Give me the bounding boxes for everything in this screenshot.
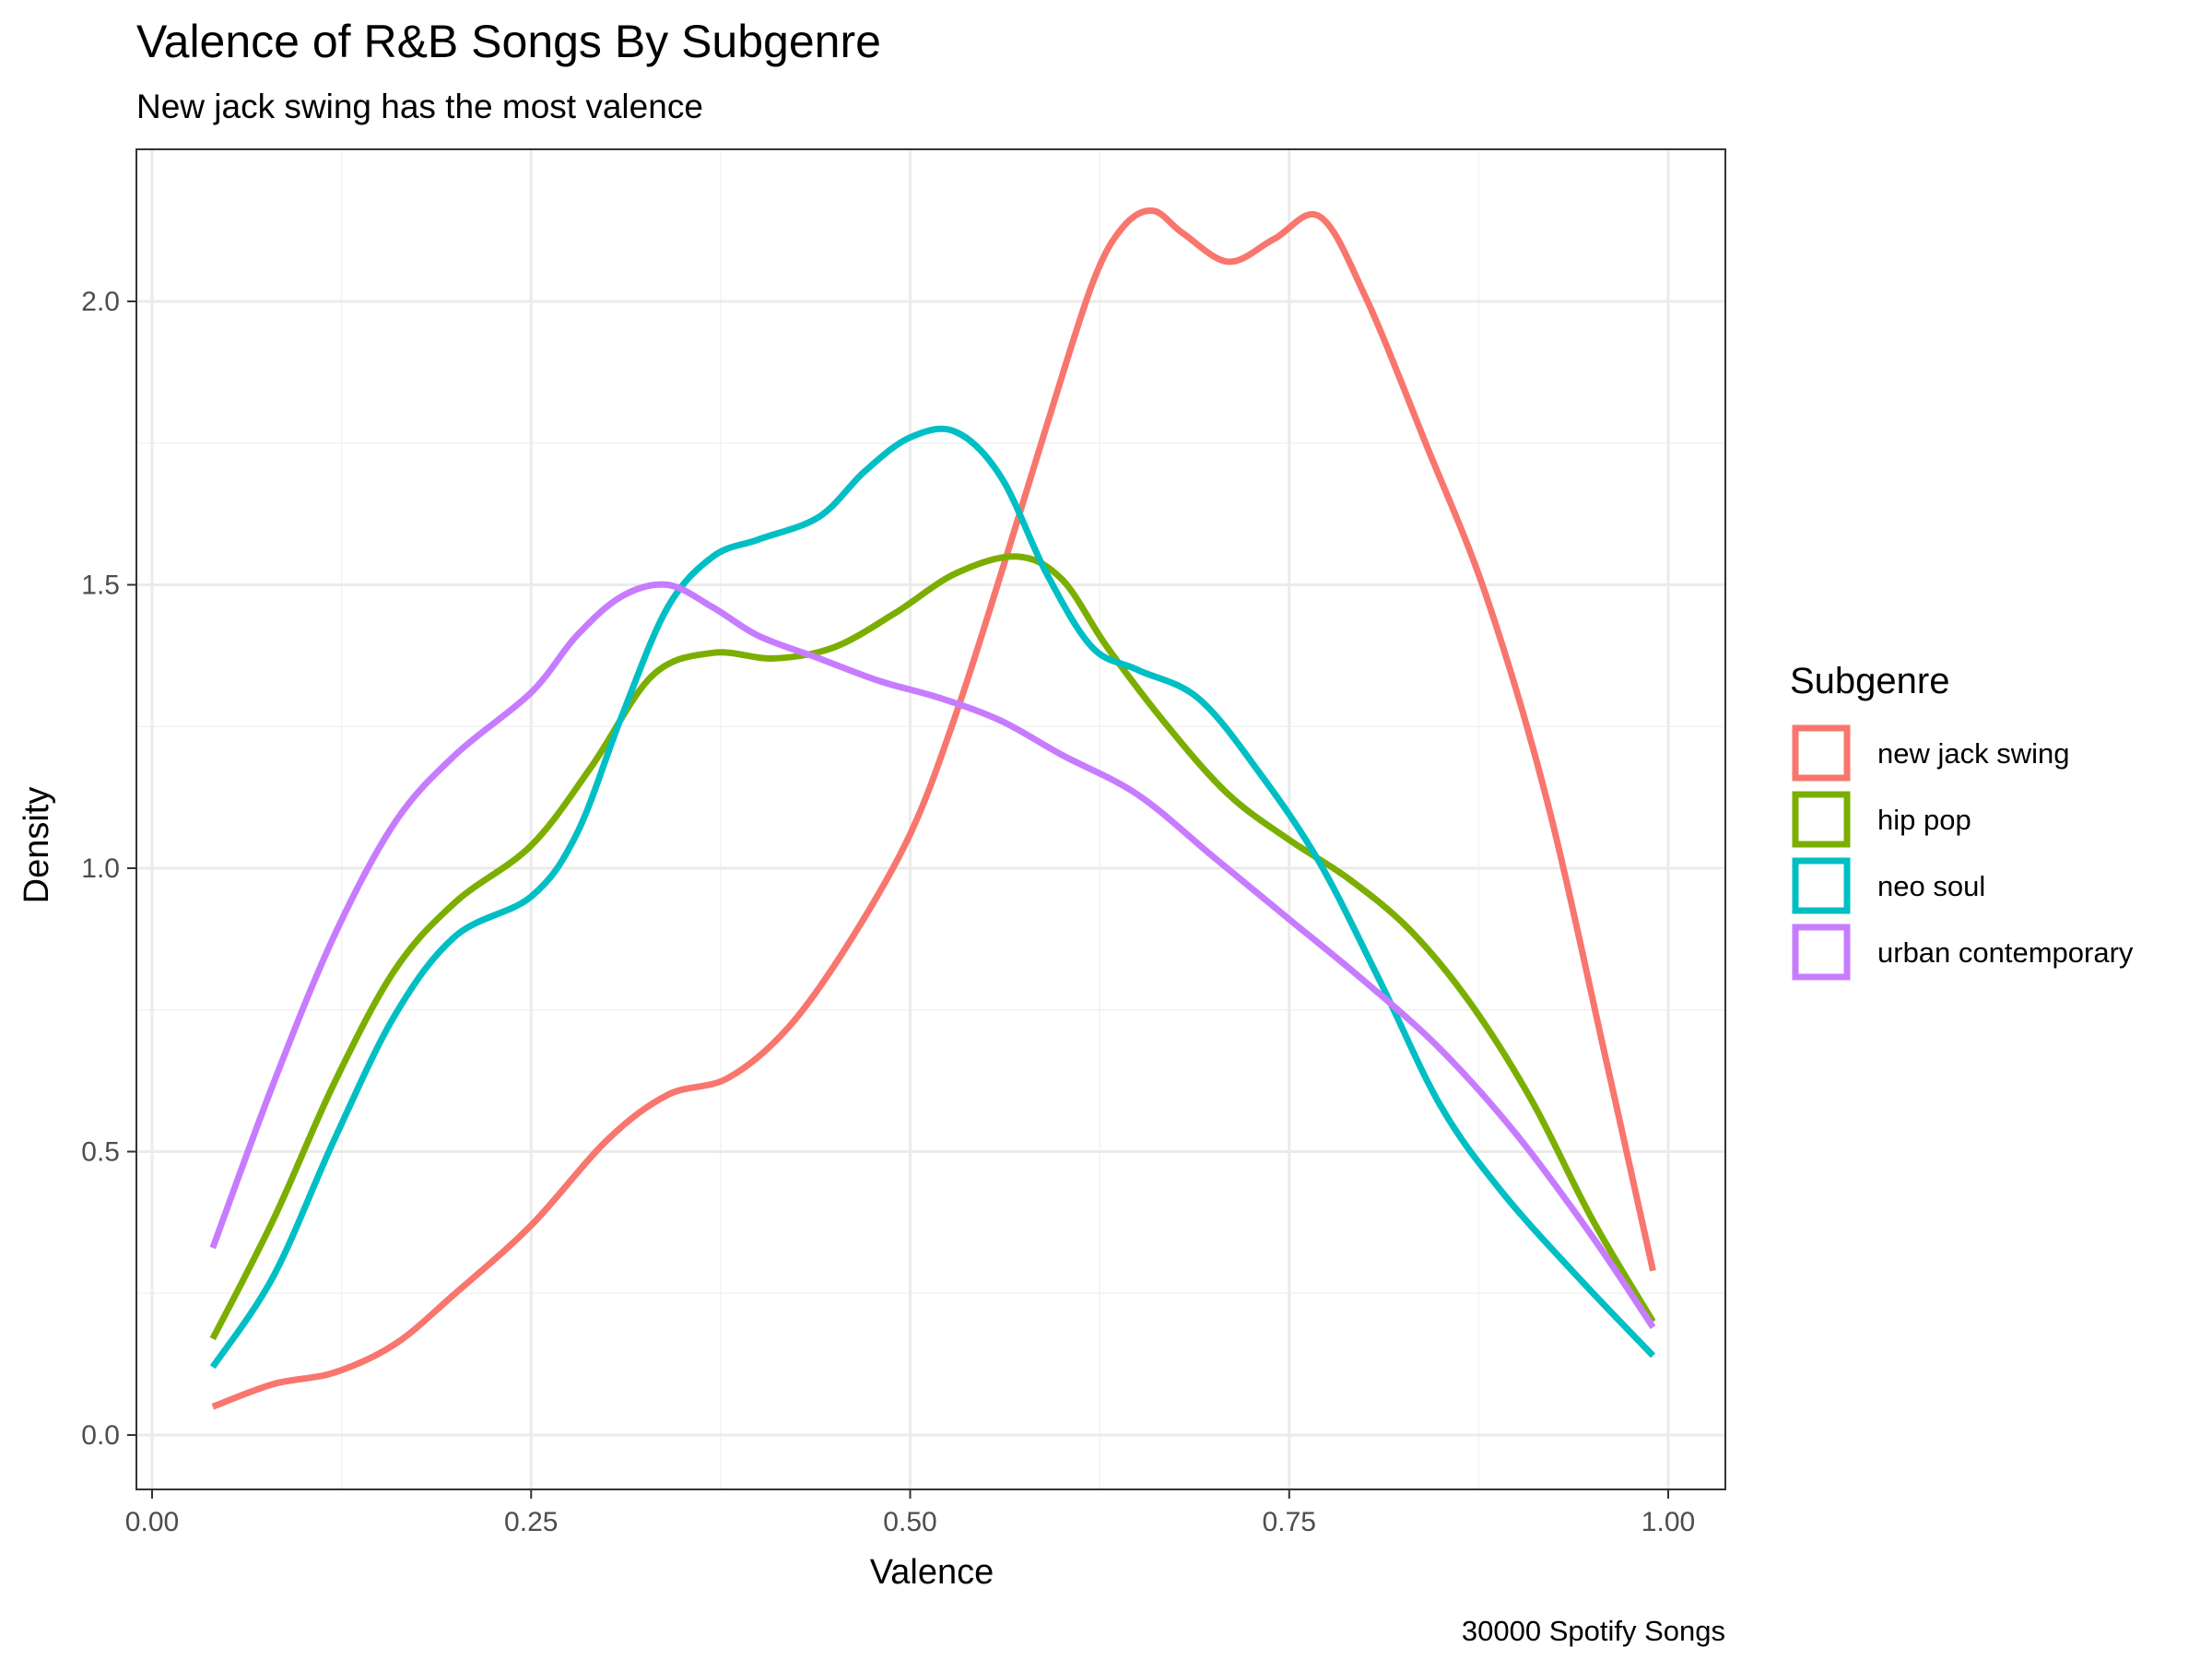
y-tick-label: 1.0 (81, 853, 120, 884)
legend-key-urban-contemporary (1792, 924, 1851, 981)
series-lines (209, 207, 1656, 1410)
legend-key-neo-soul (1792, 857, 1851, 914)
x-tick-label: 0.25 (504, 1507, 558, 1537)
y-tick-label: 0.5 (81, 1137, 120, 1168)
legend-label-urban-contemporary: urban contemporary (1877, 936, 2134, 969)
legend-label-new-jack-swing: new jack swing (1877, 737, 2069, 770)
panel-border (135, 148, 1726, 1490)
grid (136, 149, 1725, 1489)
axis-ticks: 0.00 0.25 0.50 0.75 1.00 0.0 0.5 1.0 1.5 2.0 (81, 287, 1695, 1537)
legend-label-hip-pop: hip pop (1877, 804, 1971, 836)
y-tick-label: 1.5 (81, 571, 120, 601)
chart-caption: 30000 Spotify Songs (1462, 1615, 1725, 1647)
x-tick-label: 0.75 (1263, 1507, 1316, 1537)
series-line-new-jack-swing (211, 207, 1656, 1410)
chart-subtitle: New jack swing has the most valence (136, 88, 703, 125)
y-tick-label: 2.0 (81, 287, 120, 317)
y-axis-title: Density (18, 787, 56, 904)
legend-key-hip-pop (1792, 791, 1851, 848)
x-tick-label: 0.00 (125, 1507, 179, 1537)
legend: Subgenre new jack swing hip pop neo soul ur… (1790, 661, 2134, 981)
series-line-neo-soul (209, 425, 1656, 1370)
legend-title: Subgenre (1790, 661, 1949, 701)
legend-key-new-jack-swing (1792, 724, 1851, 782)
x-axis-title: Valence (870, 1553, 994, 1592)
x-tick-label: 0.50 (883, 1507, 936, 1537)
series-line-hip-pop (209, 553, 1656, 1341)
chart-title: Valence of R&B Songs By Subgenre (136, 16, 881, 67)
y-tick-label: 0.0 (81, 1420, 120, 1451)
x-tick-label: 1.00 (1641, 1507, 1695, 1537)
series-line-urban-contemporary (209, 581, 1656, 1330)
legend-label-neo-soul: neo soul (1877, 870, 1985, 902)
